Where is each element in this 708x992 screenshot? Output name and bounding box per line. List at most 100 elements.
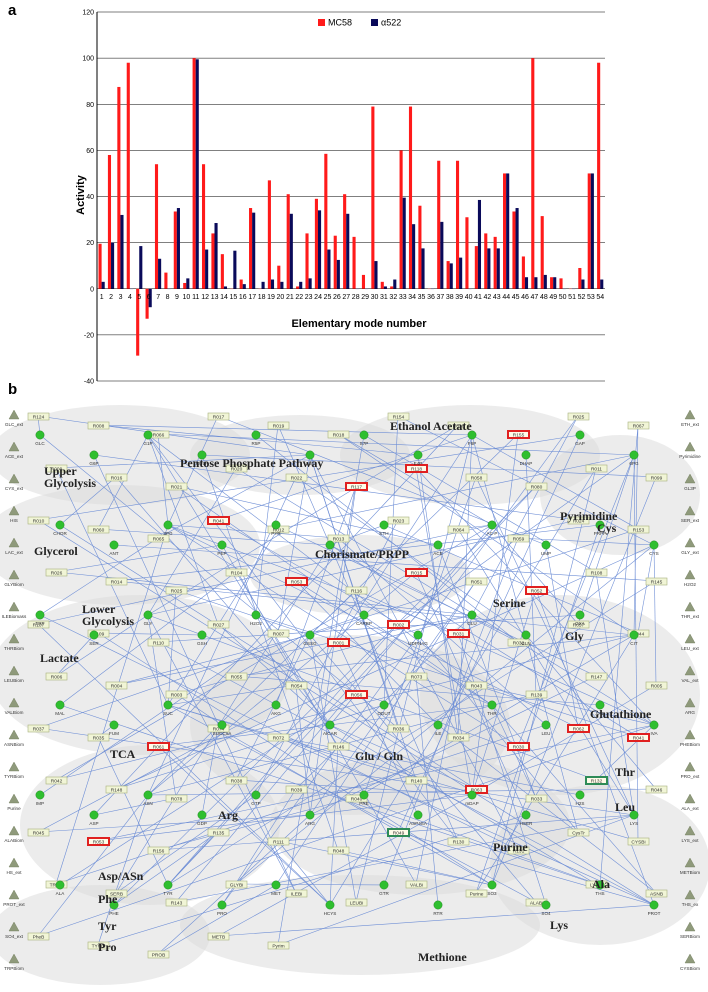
reaction-box bbox=[465, 785, 488, 794]
external-node bbox=[8, 633, 20, 644]
x-tick-label: 9 bbox=[175, 294, 179, 301]
bar-a522-47 bbox=[534, 277, 538, 289]
reaction-box bbox=[327, 742, 350, 751]
reaction-edge bbox=[115, 524, 601, 582]
reaction-box bbox=[147, 534, 170, 543]
external-node bbox=[8, 857, 20, 868]
x-tick-label: 45 bbox=[512, 294, 520, 301]
metabolite-node bbox=[467, 610, 477, 620]
reaction-box bbox=[645, 681, 668, 690]
reaction-edge bbox=[59, 693, 357, 886]
reaction-label: ASNB bbox=[650, 891, 663, 897]
reaction-label: R061 bbox=[153, 744, 165, 750]
bar-mc58-35 bbox=[418, 205, 422, 289]
reaction-label: R001 bbox=[333, 640, 345, 646]
reaction-label: R116 bbox=[351, 588, 362, 594]
reaction-box bbox=[627, 525, 650, 534]
external-ALABiom: ALABiom bbox=[4, 825, 24, 843]
reaction-edge bbox=[475, 634, 635, 894]
reaction-R025: R025 bbox=[567, 412, 590, 421]
reaction-edge bbox=[97, 794, 473, 842]
reaction-edge bbox=[309, 634, 357, 903]
metabolite-node bbox=[521, 810, 531, 820]
pathway-label: Ala bbox=[592, 877, 610, 891]
reaction-label: R073 bbox=[411, 674, 423, 680]
metabolite-node bbox=[487, 520, 497, 530]
reaction-label: R109 bbox=[93, 631, 105, 637]
bar-a522-11 bbox=[195, 59, 199, 289]
x-tick-label: 27 bbox=[342, 294, 350, 301]
reaction-box bbox=[87, 733, 110, 742]
reaction-edge bbox=[157, 884, 277, 955]
external-LEU_ext: LEU_ext bbox=[681, 633, 700, 651]
reaction-label: R025 bbox=[573, 414, 585, 420]
metabolite-node bbox=[55, 520, 65, 530]
reaction-R053: R053 bbox=[285, 577, 308, 586]
external-label: ALABiom bbox=[4, 838, 23, 843]
reaction-edge bbox=[37, 519, 655, 906]
metabolite-label: PYR bbox=[271, 531, 281, 536]
reaction-box bbox=[147, 950, 170, 959]
bar-a522-46 bbox=[524, 277, 529, 289]
x-tick-label: 35 bbox=[418, 294, 426, 301]
reaction-edge bbox=[201, 727, 219, 816]
reaction-label: CysTr bbox=[572, 830, 585, 836]
metabolite-PEP: PEP bbox=[217, 540, 227, 556]
metabolite-node bbox=[629, 630, 639, 640]
metabolite-node bbox=[271, 880, 281, 890]
metabolite-GLC: GLC bbox=[35, 430, 45, 446]
metabolite-label: ALA bbox=[56, 891, 66, 896]
reaction-edge bbox=[97, 528, 331, 546]
reaction-edge bbox=[415, 614, 473, 885]
reaction-label: R006 bbox=[51, 674, 63, 680]
metabolite-SER: SER bbox=[89, 630, 99, 646]
metabolite-6PG: 6PG bbox=[629, 450, 639, 466]
metabolite-CARBP: CARBP bbox=[356, 610, 372, 626]
reaction-R016: R016 bbox=[105, 473, 128, 482]
reaction-R043: R043 bbox=[465, 681, 488, 690]
metabolite-node bbox=[541, 720, 551, 730]
reaction-box bbox=[285, 889, 308, 898]
reaction-edge bbox=[37, 434, 581, 521]
external-label: H2O2 bbox=[684, 582, 696, 587]
metabolite-label: UDPNAG bbox=[408, 641, 428, 646]
reaction-edge bbox=[37, 794, 149, 937]
reaction-box bbox=[567, 516, 590, 525]
x-tick-label: 11 bbox=[192, 294, 199, 301]
bar-mc58-10 bbox=[183, 282, 187, 289]
reaction-edge bbox=[147, 434, 219, 625]
metabolite-node bbox=[467, 790, 477, 800]
reaction-edge bbox=[599, 424, 639, 886]
reaction-label: R080 bbox=[531, 484, 543, 490]
reaction-label: R131 bbox=[513, 848, 525, 854]
external-label: LYS_ext bbox=[681, 838, 699, 843]
reaction-label: R015 bbox=[411, 570, 423, 576]
reaction-label: R031 bbox=[453, 631, 465, 637]
metabolite-PRPP: PRPP bbox=[594, 520, 606, 536]
bar-a522-14 bbox=[223, 286, 228, 289]
metabolite-label: THS bbox=[595, 891, 604, 896]
x-tick-label: 1 bbox=[100, 294, 104, 301]
reaction-edge bbox=[457, 528, 635, 816]
metabolite-GSSG: GSSG bbox=[303, 630, 317, 646]
metabolite-node bbox=[487, 700, 497, 710]
reaction-R057: R057 bbox=[567, 620, 590, 629]
reaction-edge bbox=[97, 794, 149, 946]
reaction-edge bbox=[55, 524, 169, 885]
reaction-box bbox=[267, 421, 290, 430]
reaction-box bbox=[285, 681, 308, 690]
reaction-label: R155 bbox=[513, 432, 525, 438]
reaction-edge bbox=[37, 415, 311, 456]
reaction-edge bbox=[595, 571, 635, 816]
reaction-box bbox=[525, 586, 548, 595]
metabolite-node bbox=[305, 450, 315, 460]
reaction-label: PROB bbox=[152, 952, 166, 958]
reaction-box bbox=[627, 733, 650, 742]
reaction-label: PheB bbox=[33, 934, 45, 940]
reaction-VALBi: VALBi bbox=[405, 880, 428, 889]
metabolite-label: ODUT bbox=[377, 711, 390, 716]
reaction-box bbox=[465, 681, 488, 690]
bar-a522-19 bbox=[270, 279, 275, 289]
reaction-label: R064 bbox=[453, 527, 465, 533]
